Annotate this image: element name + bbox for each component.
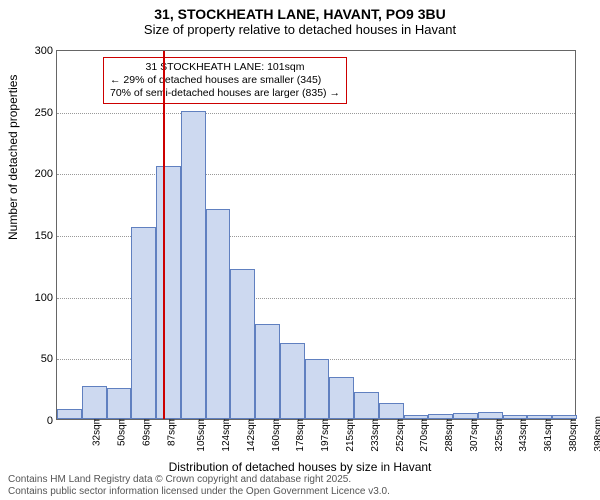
x-tick-label: 197sqm [320, 416, 331, 452]
footer-attribution: Contains HM Land Registry data © Crown c… [8, 474, 390, 498]
page-title: 31, STOCKHEATH LANE, HAVANT, PO9 3BU [0, 0, 600, 22]
footer-line-1: Contains HM Land Registry data © Crown c… [8, 474, 390, 486]
histogram-bar [156, 166, 181, 419]
y-tick-label: 100 [21, 292, 53, 304]
histogram-bar [305, 359, 330, 419]
x-tick-label: 215sqm [345, 416, 356, 452]
reference-callout: 31 STOCKHEATH LANE: 101sqm ← 29% of deta… [103, 57, 347, 104]
y-tick-label: 200 [21, 168, 53, 180]
histogram-bar [428, 414, 453, 419]
x-tick-label: 270sqm [419, 416, 430, 452]
histogram-bar [453, 413, 478, 419]
x-tick-label: 307sqm [469, 416, 480, 452]
x-tick-label: 142sqm [246, 416, 257, 452]
reference-line [163, 51, 165, 419]
x-tick-label: 87sqm [166, 416, 177, 446]
histogram-bar [478, 412, 503, 419]
x-tick-label: 380sqm [568, 416, 579, 452]
plot-area: 31 STOCKHEATH LANE: 101sqm ← 29% of deta… [56, 50, 576, 420]
histogram-bar [404, 415, 429, 419]
y-tick-label: 50 [21, 353, 53, 365]
histogram-bar [354, 392, 379, 419]
y-tick-label: 300 [21, 45, 53, 57]
x-tick-label: 178sqm [296, 416, 307, 452]
chart-container: 31, STOCKHEATH LANE, HAVANT, PO9 3BU Siz… [0, 0, 600, 500]
histogram-bar [131, 227, 156, 419]
page-subtitle: Size of property relative to detached ho… [0, 22, 600, 37]
x-axis-label: Distribution of detached houses by size … [0, 460, 600, 474]
histogram-bar [503, 415, 528, 419]
histogram-bar [206, 209, 231, 419]
histogram-bar [329, 377, 354, 419]
x-tick-label: 343sqm [518, 416, 529, 452]
footer-line-2: Contains public sector information licen… [8, 486, 390, 498]
x-tick-label: 252sqm [395, 416, 406, 452]
histogram-bar [107, 388, 132, 419]
x-tick-label: 50sqm [117, 416, 128, 446]
y-axis-label: Number of detached properties [6, 75, 20, 240]
callout-smaller: ← 29% of detached houses are smaller (34… [110, 74, 340, 87]
histogram-bar [181, 111, 206, 419]
x-tick-label: 32sqm [92, 416, 103, 446]
x-tick-label: 160sqm [271, 416, 282, 452]
y-tick-label: 150 [21, 230, 53, 242]
histogram-bar [230, 269, 255, 419]
x-tick-label: 288sqm [444, 416, 455, 452]
x-tick-label: 325sqm [494, 416, 505, 452]
histogram-bar [255, 324, 280, 419]
x-tick-label: 69sqm [141, 416, 152, 446]
x-tick-label: 398sqm [593, 416, 600, 452]
y-tick-label: 0 [21, 415, 53, 427]
histogram-bar [527, 415, 552, 419]
histogram-bar [379, 403, 404, 419]
histogram-bar [82, 386, 107, 419]
callout-title: 31 STOCKHEATH LANE: 101sqm [110, 61, 340, 74]
histogram-bar [280, 343, 305, 419]
callout-larger: 70% of semi-detached houses are larger (… [110, 87, 340, 100]
x-tick-label: 105sqm [197, 416, 208, 452]
x-tick-label: 233sqm [370, 416, 381, 452]
gridline [57, 174, 575, 175]
x-tick-label: 361sqm [543, 416, 554, 452]
gridline [57, 113, 575, 114]
x-tick-label: 124sqm [221, 416, 232, 452]
y-tick-label: 250 [21, 107, 53, 119]
histogram-bar [57, 409, 82, 419]
histogram-bar [552, 415, 577, 419]
